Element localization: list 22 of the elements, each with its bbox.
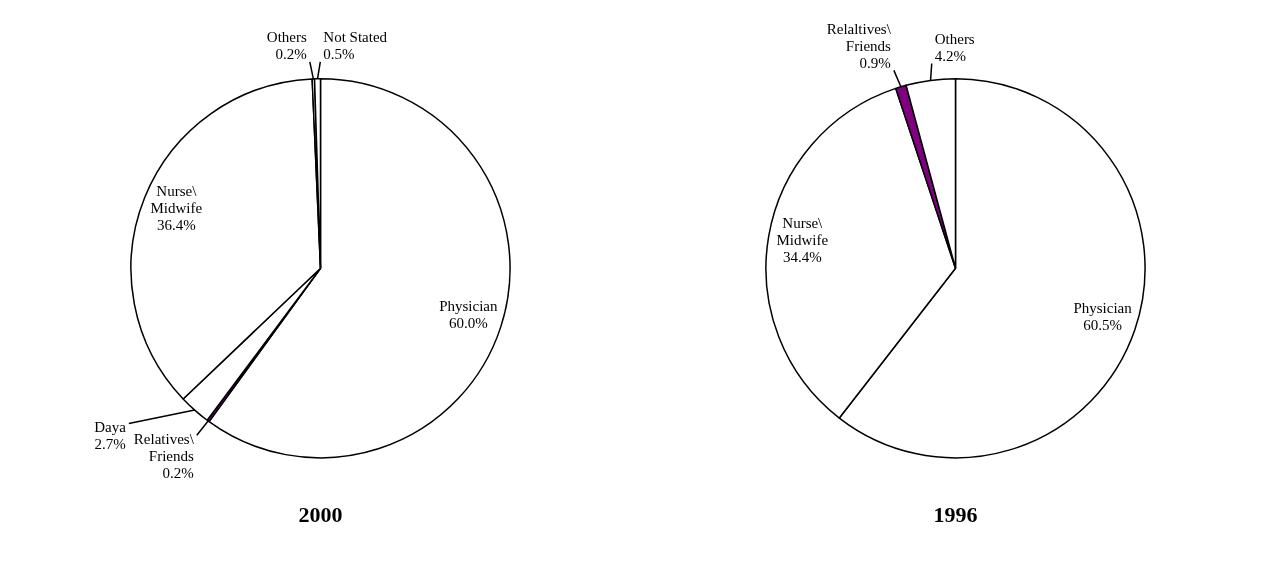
data-label: 34.4% (782, 249, 822, 265)
data-label: 2.7% (94, 436, 126, 452)
slice-label: Not Stated (323, 29, 388, 46)
text: 2000 (298, 502, 343, 528)
data-label: 0.2% (275, 46, 307, 63)
slice-label: Physician (1073, 300, 1133, 317)
slice-label: Others (266, 29, 307, 46)
slice-label: Others (934, 30, 975, 47)
slice-label: Nurse\Midwife (776, 215, 829, 248)
data-label: 0.2% (162, 464, 194, 481)
data-label: 36.4% (156, 217, 196, 234)
data-label: 60.0% (448, 314, 488, 331)
text: 1996 (933, 502, 978, 528)
slice-label: Nurse\Midwife (150, 183, 203, 217)
data-label: 0.9% (859, 54, 891, 71)
slice-label: Relaltives\Friends (826, 20, 892, 54)
data-label: 4.2% (934, 47, 966, 64)
slice-label: Daya (94, 419, 127, 435)
slice-label: Relatives\Friends (133, 430, 195, 464)
slice-label: Physician (439, 297, 498, 314)
data-label: 0.5% (323, 46, 355, 63)
data-label: 60.5% (1083, 317, 1122, 334)
